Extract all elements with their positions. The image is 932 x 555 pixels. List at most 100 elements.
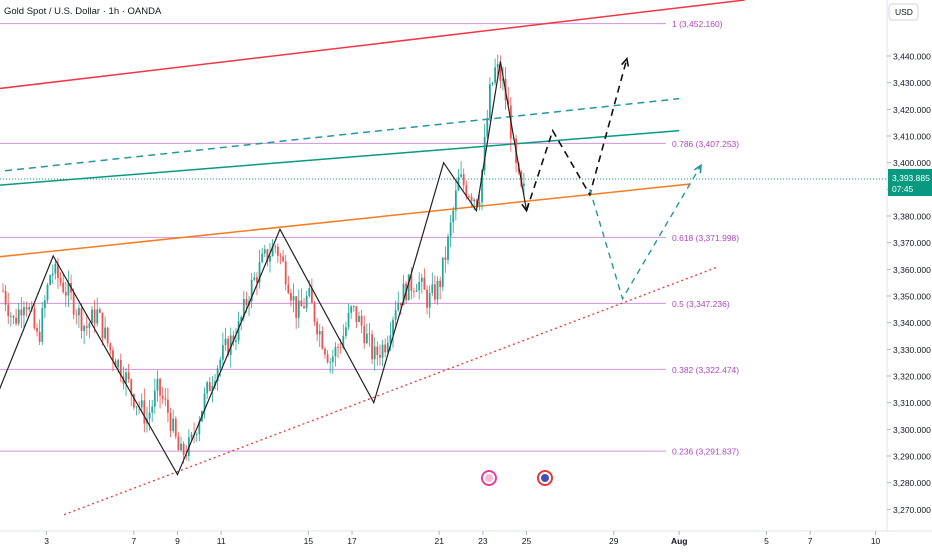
candle-body	[156, 378, 159, 391]
candle-body	[227, 338, 230, 355]
x-tick-label: 25	[522, 536, 532, 546]
candle-body	[475, 199, 478, 207]
candle-body	[164, 398, 167, 400]
y-tick-label: 3,410.000	[893, 132, 931, 142]
candle-body	[182, 443, 185, 455]
candle-body	[499, 64, 502, 81]
projection-teal-path	[589, 164, 702, 301]
candle-body	[216, 368, 219, 382]
fib-level-label: 1 (3,452.160)	[672, 19, 723, 29]
candle-body	[117, 359, 120, 368]
candle-body	[483, 136, 486, 170]
candle-body	[274, 246, 277, 248]
candle-body	[407, 274, 410, 301]
fib-level-label: 0.382 (3,322.474)	[672, 365, 739, 375]
candle-body	[114, 360, 117, 368]
candle-body	[253, 277, 256, 280]
candle-body	[106, 327, 109, 344]
candle-body	[496, 64, 499, 68]
candle-body	[2, 290, 4, 292]
candle-body	[12, 315, 15, 318]
candle-body	[9, 315, 12, 317]
candle-body	[441, 257, 444, 288]
current-price-badge	[888, 168, 932, 196]
candle-body	[229, 335, 232, 355]
candle-body	[394, 310, 397, 320]
y-tick-label: 3,320.000	[893, 372, 931, 382]
candle-body	[292, 296, 295, 301]
candle-body	[64, 292, 67, 296]
flag-event-icon-core	[541, 474, 549, 482]
candle-body	[271, 246, 274, 256]
candle-body	[237, 321, 240, 341]
candle-body	[428, 293, 431, 308]
candle-body	[397, 302, 400, 311]
candle-body	[523, 183, 525, 187]
y-tick-label: 3,430.000	[893, 78, 931, 88]
candle-body	[345, 327, 347, 336]
candle-body	[72, 292, 75, 315]
candle-body	[148, 412, 151, 419]
candle-body	[290, 292, 292, 301]
candle-body	[54, 263, 57, 274]
candle-body	[46, 284, 49, 301]
candle-body	[465, 185, 468, 197]
y-tick-label: 3,360.000	[893, 265, 931, 275]
projection-layer	[521, 56, 702, 301]
candle-body	[444, 257, 447, 260]
candle-body	[240, 316, 243, 322]
price-axis-background	[887, 0, 932, 550]
candle-body	[101, 312, 104, 339]
candle-body	[33, 308, 36, 329]
event-markers-layer	[481, 470, 553, 486]
trendline-orange-support	[0, 183, 691, 258]
candle-body	[303, 306, 305, 309]
x-tick-label: 9	[175, 536, 180, 546]
candle-body	[426, 289, 428, 308]
x-tick-label: 10	[871, 536, 881, 546]
fib-level-label: 0.786 (3,407.253)	[672, 139, 739, 149]
currency-button[interactable]	[888, 3, 919, 21]
candles-layer	[2, 54, 525, 464]
candle-body	[143, 400, 146, 424]
candle-body	[431, 284, 434, 294]
candle-body	[4, 290, 7, 305]
zigzag-arrowhead	[521, 202, 530, 213]
candle-body	[316, 321, 319, 335]
y-tick-label: 3,300.000	[893, 425, 931, 435]
trendline-red-dotted-support	[63, 266, 719, 516]
fib-level-label: 0.5 (3,347.236)	[672, 299, 730, 309]
trendline-teal-dashed	[0, 97, 680, 173]
candle-body	[135, 406, 138, 408]
candle-body	[83, 325, 86, 331]
candle-body	[221, 345, 224, 360]
candle-body	[43, 300, 46, 309]
candle-body	[245, 299, 248, 306]
candle-body	[423, 277, 426, 290]
candle-body	[232, 335, 235, 342]
candle-body	[488, 84, 491, 119]
candle-body	[434, 284, 436, 300]
x-tick-label: Aug	[671, 536, 688, 546]
candle-body	[486, 118, 489, 137]
candle-body	[261, 253, 264, 263]
currency-label: USD	[895, 7, 913, 17]
candle-body	[402, 283, 405, 306]
candle-body	[334, 346, 337, 357]
candle-body	[195, 434, 198, 436]
candle-body	[436, 280, 439, 300]
y-tick-label: 3,290.000	[893, 452, 931, 462]
candle-body	[379, 355, 381, 358]
candle-body	[174, 418, 177, 437]
candle-body	[104, 327, 106, 339]
candle-body	[279, 255, 282, 257]
y-tick-label: 3,310.000	[893, 398, 931, 408]
y-tick-label: 3,370.000	[893, 238, 931, 248]
candle-body	[25, 307, 28, 310]
candle-body	[287, 284, 290, 293]
y-tick-label: 3,330.000	[893, 345, 931, 355]
candle-body	[49, 275, 52, 285]
candle-body	[98, 309, 101, 313]
